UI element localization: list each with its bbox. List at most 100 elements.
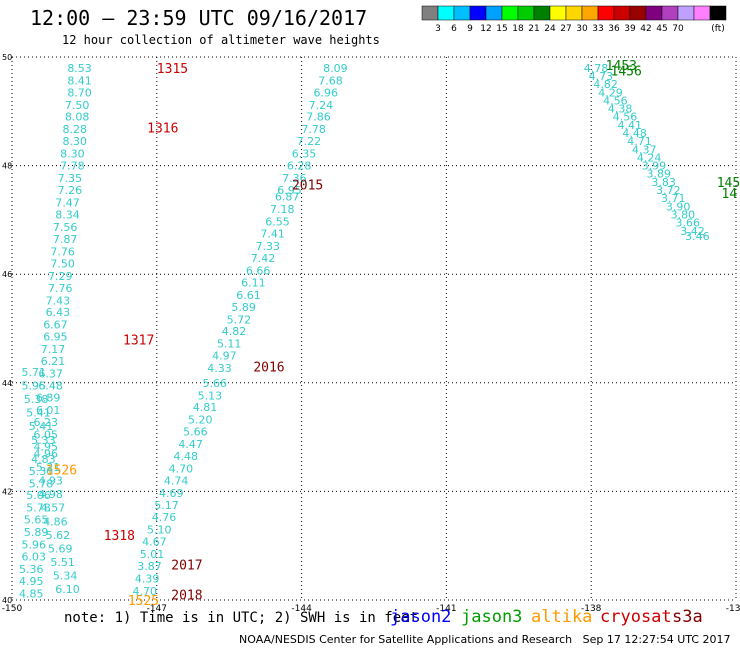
pass-time-label: 1525 <box>128 594 159 609</box>
swh-value-label: 6.43 <box>46 306 71 319</box>
swh-value-label: 6.89 <box>36 391 61 404</box>
legend-tick-label: 27 <box>560 24 571 34</box>
legend-tick-label: 36 <box>608 24 620 34</box>
lon-tick-label: -147 <box>147 604 167 614</box>
swh-value-label: 3.99 <box>642 160 667 173</box>
lat-tick-label: 48 <box>2 162 12 171</box>
swh-value-label: 4.73 <box>589 70 614 83</box>
satellite-legend-jason2: jason2 <box>390 607 452 627</box>
swh-value-label: 8.09 <box>323 62 348 75</box>
swh-value-label: 5.41 <box>26 407 51 420</box>
legend-color-swatch <box>469 5 487 21</box>
swh-value-label: 5.34 <box>53 570 78 583</box>
swh-value-label: 7.36 <box>282 172 307 185</box>
legend-color-swatch <box>597 5 615 21</box>
swh-value-label: 6.37 <box>38 368 63 381</box>
map-title: 12:00 — 23:59 UTC 09/16/2017 <box>30 6 368 30</box>
swh-value-label: 4.86 <box>43 515 68 528</box>
swh-value-label: 5.11 <box>217 338 242 351</box>
pass-time-labels: 1315 1316 1317 1318 1526 1525 2015 2016 2017 2018… <box>46 59 740 609</box>
legend-tick-label: 45 <box>656 24 667 34</box>
lon-tick-label: -141 <box>436 604 456 614</box>
lon-tick-label: -144 <box>291 604 312 614</box>
swh-value-label: 4.41 <box>618 119 643 132</box>
swh-value-label: 3.66 <box>675 217 700 230</box>
swh-value-label: 6.21 <box>41 355 66 368</box>
swh-value-label: 7.26 <box>58 184 83 197</box>
swh-value-label: 8.30 <box>60 148 85 161</box>
swh-value-label: 6.35 <box>292 148 317 161</box>
swh-value-label: 4.48 <box>622 127 647 140</box>
swh-value-label: 4.48 <box>174 450 199 463</box>
swh-value-label: 4.83 <box>31 453 56 466</box>
swh-value-label: 4.78 <box>584 62 609 75</box>
lat-tick-label: 44 <box>2 379 12 388</box>
swh-value-label: 6.67 <box>43 319 68 332</box>
legend-tick-label: 12 <box>480 24 491 34</box>
swh-value-label: 5.13 <box>198 389 223 402</box>
legend-color-swatch <box>533 5 551 21</box>
swh-value-label: 4.29 <box>598 86 623 99</box>
swh-value-label: 5.96 <box>21 539 46 552</box>
swh-value-label: 5.62 <box>46 529 71 542</box>
swh-value-label: 4.69 <box>159 487 184 500</box>
legend-color-swatch <box>453 5 471 21</box>
swh-value-label: 4.81 <box>193 401 218 414</box>
swh-value-label: 5.17 <box>154 499 179 512</box>
swh-value-label: 4.71 <box>627 135 652 148</box>
swh-value-label: 7.86 <box>306 111 331 124</box>
swh-value-label: 6.05 <box>34 428 59 441</box>
swh-value-label: 7.68 <box>318 74 343 87</box>
swh-value-label: 5.36 <box>19 563 44 576</box>
pass-time-label: 2017 <box>171 559 202 574</box>
legend-tick-label: 6 <box>451 24 457 34</box>
pass-time-label: 1315 <box>157 62 188 77</box>
legend-tick-label: 21 <box>528 24 539 34</box>
legend-color-swatch <box>485 5 503 21</box>
legend-unit-label: (ft) <box>711 24 725 34</box>
pass-time-label: 145 <box>717 176 740 191</box>
swh-value-label: 3.87 <box>137 560 162 573</box>
swh-value-label: 4.33 <box>207 362 232 375</box>
legend-color-swatch <box>549 5 567 21</box>
legend-tick-label: 24 <box>544 24 556 34</box>
swh-value-label: 7.41 <box>260 227 285 240</box>
swh-value-label: 4.47 <box>178 438 203 451</box>
swh-value-label: 5.10 <box>147 523 172 536</box>
swh-value-label: 3.90 <box>666 200 691 213</box>
swh-value-label: 5.72 <box>227 313 252 326</box>
swh-value-label: 6.23 <box>34 416 59 429</box>
legend-tick-label: 3 <box>435 24 441 34</box>
legend-tick-label: 33 <box>592 24 603 34</box>
swh-value-label: 6.01 <box>36 404 61 417</box>
swh-value-label: 5.21 <box>36 461 61 474</box>
swh-value-label: 6.10 <box>55 583 80 596</box>
swh-value-label: 4.70 <box>132 585 157 598</box>
satellite-legend-cryosat: cryosat <box>600 607 672 627</box>
swh-value-label: 8.41 <box>67 74 92 87</box>
legend-tick-label: 30 <box>576 24 588 34</box>
swh-value-label: 4.39 <box>135 572 160 585</box>
lat-tick-label: 42 <box>2 487 12 496</box>
swh-value-label: 5.71 <box>21 366 46 379</box>
swh-value-label: 7.17 <box>41 343 66 356</box>
swh-value-label: 7.50 <box>65 99 90 112</box>
legend-color-swatch <box>677 5 695 21</box>
swh-value-label: 4.82 <box>222 325 247 338</box>
swh-value-label: 4.70 <box>169 463 194 476</box>
swh-value-label: 5.95 <box>21 380 46 393</box>
swh-value-label: 8.34 <box>55 208 80 221</box>
swh-value-label: 7.76 <box>50 245 75 258</box>
altimeter-tracks: 8.538.418.707.508.088.288.308.307.787.35… <box>19 62 710 601</box>
pass-time-label: 1456 <box>611 65 642 80</box>
swh-value-label: 8.70 <box>67 86 92 99</box>
legend-tick-label: 42 <box>640 24 651 34</box>
swh-value-label: 6.55 <box>265 216 290 229</box>
satellite-legend-jason3: jason3 <box>461 607 523 627</box>
lat-lon-grid <box>11 56 737 601</box>
swh-value-label: 6.95 <box>43 331 68 344</box>
swh-value-label: 7.29 <box>48 270 73 283</box>
swh-value-label: 5.66 <box>202 377 227 390</box>
legend-color-swatch <box>517 5 535 21</box>
